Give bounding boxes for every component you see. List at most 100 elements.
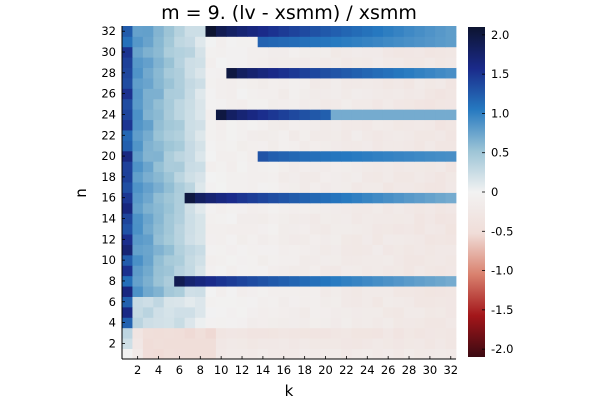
heatmap-cell [414, 286, 426, 297]
heatmap-cell [278, 182, 290, 193]
colorbar-tick-label: -1.0 [491, 264, 513, 278]
heatmap-cell [257, 296, 269, 308]
heatmap-cell [341, 98, 353, 110]
heatmap-cell [163, 348, 175, 360]
heatmap-cell [257, 130, 269, 141]
heatmap-cell [268, 119, 279, 131]
heatmap-cell [153, 182, 165, 193]
y-tick-label: 6 [109, 295, 116, 309]
heatmap-cell [320, 306, 332, 318]
heatmap-cell [372, 192, 384, 204]
heatmap-cell [341, 223, 353, 235]
heatmap-cell [289, 286, 300, 297]
heatmap-cell [226, 88, 238, 100]
heatmap-cell [320, 130, 332, 141]
heatmap-cell [153, 88, 165, 100]
heatmap-cell [414, 296, 426, 308]
heatmap-cell [247, 26, 259, 37]
heatmap-cell [215, 78, 227, 89]
heatmap-cell [299, 46, 311, 58]
heatmap-cell [184, 223, 196, 235]
heatmap-cell [278, 119, 290, 131]
heatmap-cell [142, 182, 154, 193]
heatmap-cell [299, 88, 311, 100]
heatmap-cell [330, 78, 342, 89]
heatmap-cell [351, 286, 363, 297]
heatmap-cell [414, 317, 426, 329]
heatmap-cell [132, 26, 144, 37]
heatmap-cell [309, 109, 321, 121]
heatmap-cell [382, 234, 394, 245]
heatmap-cell [362, 46, 373, 58]
heatmap-cell [226, 213, 238, 225]
heatmap-cell [163, 327, 175, 339]
heatmap-cell [184, 213, 196, 225]
heatmap-cell [299, 286, 311, 297]
colorbar-tick-label: 1.5 [491, 67, 509, 81]
heatmap-cell [247, 46, 259, 58]
heatmap-cell [174, 140, 186, 152]
heatmap-cell [278, 202, 290, 214]
heatmap-cell [278, 254, 290, 266]
heatmap-cell [184, 46, 196, 58]
heatmap-cell [174, 234, 186, 245]
heatmap-cell [215, 275, 227, 287]
heatmap-cell [257, 182, 269, 193]
heatmap-cell [153, 327, 165, 339]
heatmap-cell [393, 46, 405, 58]
heatmap-cell [351, 327, 363, 339]
heatmap-cell [341, 57, 353, 69]
heatmap-cell [382, 88, 394, 100]
heatmap-cell [257, 254, 269, 266]
heatmap-cell [414, 109, 426, 121]
heatmap-cell [435, 317, 446, 329]
heatmap-cell [142, 161, 154, 173]
heatmap-cell [163, 223, 175, 235]
heatmap-cell [195, 296, 206, 308]
heatmap-cell [299, 202, 311, 214]
heatmap-cell [174, 348, 186, 360]
heatmap-cell [163, 286, 175, 297]
heatmap-cell [142, 265, 154, 277]
heatmap-cell [236, 171, 248, 183]
heatmap-cell [299, 265, 311, 277]
heatmap-cell [341, 171, 353, 183]
heatmap-cell [445, 202, 457, 214]
x-tick-label: 22 [339, 363, 354, 377]
heatmap-cell [393, 306, 405, 318]
heatmap-cell [320, 234, 332, 245]
heatmap-cell [320, 223, 332, 235]
heatmap-cell [403, 296, 415, 308]
heatmap-cell [195, 140, 206, 152]
heatmap-cell [382, 338, 394, 349]
heatmap-cell [132, 296, 144, 308]
heatmap-cell [122, 130, 133, 141]
heatmap-cell [257, 338, 269, 349]
heatmap-cell [299, 78, 311, 89]
heatmap-cell [122, 244, 133, 256]
heatmap-cell [309, 286, 321, 297]
heatmap-cell [299, 338, 311, 349]
heatmap-cell [268, 265, 279, 277]
heatmap-cell [372, 36, 384, 48]
heatmap-cell [195, 317, 206, 329]
heatmap-cell [309, 67, 321, 79]
heatmap-cell [247, 338, 259, 349]
heatmap-cell [257, 327, 269, 339]
heatmap-cell [362, 26, 373, 37]
colorbar-tick-label: -2.0 [491, 342, 513, 356]
heatmap-cell [268, 57, 279, 69]
heatmap-cell [153, 140, 165, 152]
heatmap-cell [309, 46, 321, 58]
heatmap-cell [236, 161, 248, 173]
heatmap-cell [435, 348, 446, 360]
heatmap-cell [403, 254, 415, 266]
heatmap-cell [174, 192, 186, 204]
heatmap-cell [226, 192, 238, 204]
heatmap-cell [226, 338, 238, 349]
heatmap-cell [132, 67, 144, 79]
heatmap-cell [132, 109, 144, 121]
heatmap-cell [414, 244, 426, 256]
heatmap-cell [309, 244, 321, 256]
y-tick-label: 4 [109, 316, 116, 330]
